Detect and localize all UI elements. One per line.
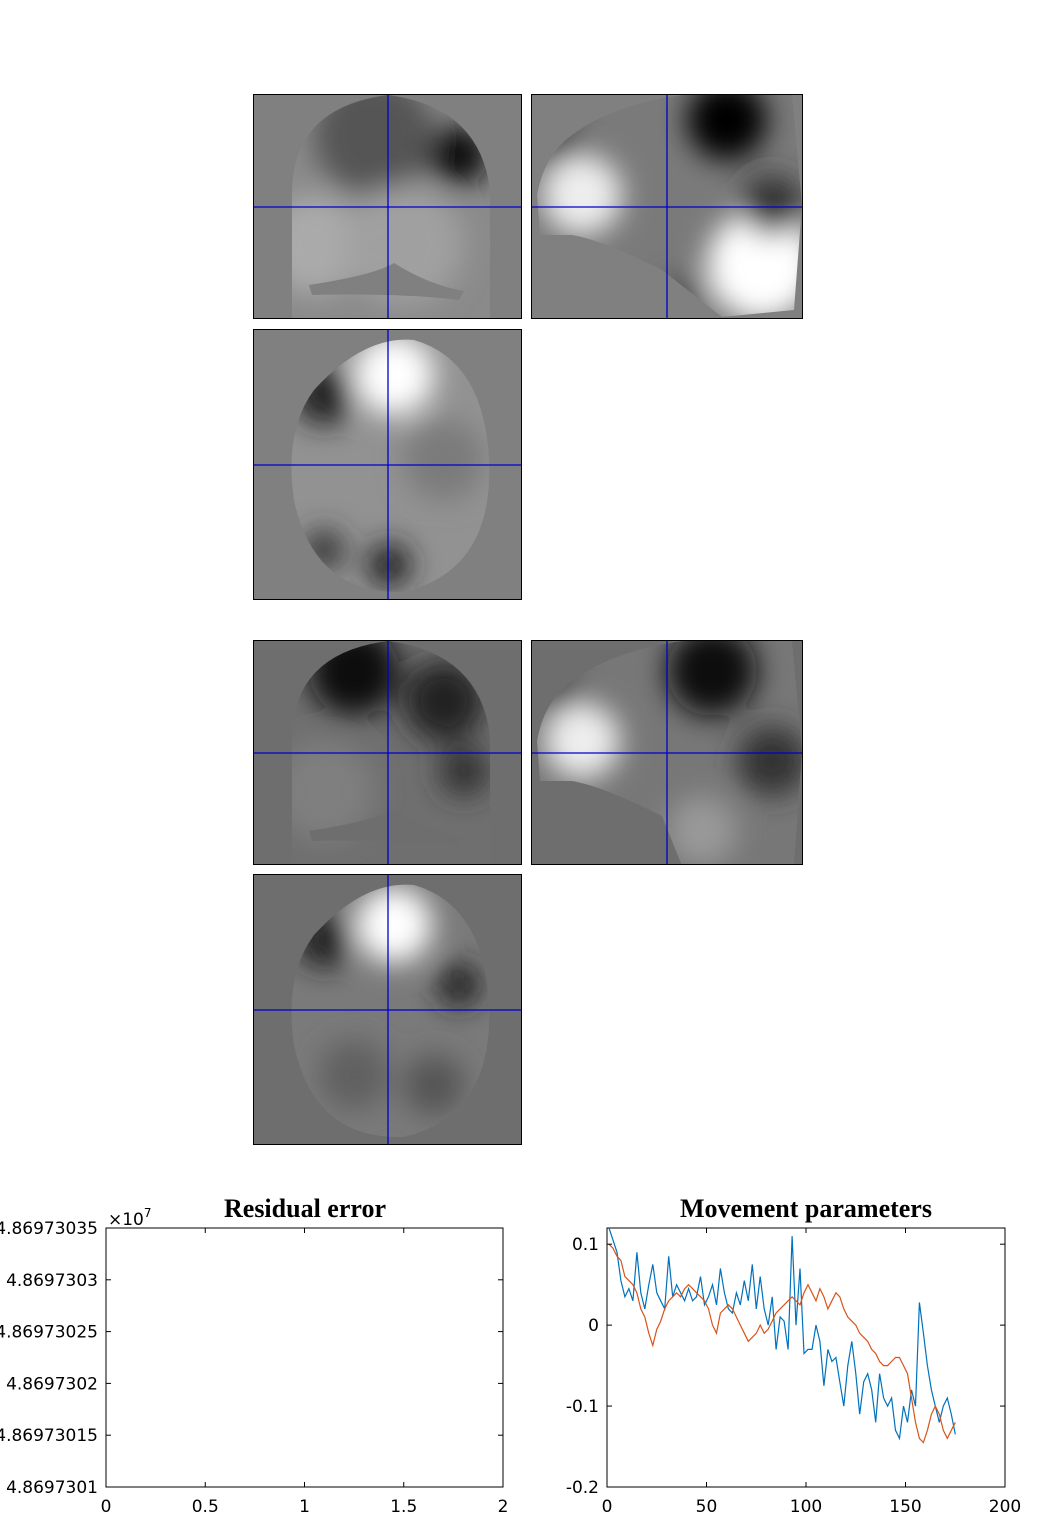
residual-plot-area (105, 1227, 504, 1488)
residual-y-tick-label: 4.8697303 (6, 1271, 98, 1291)
movement-plot-area (606, 1227, 1006, 1488)
slice-image (532, 641, 802, 864)
movement-parameters-chart: Movement parameters 0 50 100 150 200 -0.2 -0.1… (566, 1194, 1021, 1517)
residual-error-chart: Residual error ×107 0 0.5 1 1.5 2 4.8697301 4.… (0, 1194, 508, 1517)
brain-slice (291, 339, 490, 593)
residual-x-tick-label: 2 (498, 1497, 509, 1517)
residual-x-tick-label: 0 (101, 1497, 112, 1517)
image-panel-set1-axial (253, 329, 522, 600)
movement-x-tick-label: 100 (790, 1497, 822, 1517)
residual-y-tick-label: 4.86973035 (0, 1219, 98, 1239)
image-panel-set2-sagittal (531, 640, 803, 865)
image-panel-set1-coronal (253, 94, 522, 319)
slice-image (532, 95, 802, 318)
movement-series-param-2 (608, 1243, 956, 1444)
movement-y-tick-label: 0.1 (572, 1235, 599, 1255)
residual-x-tick-label: 1 (299, 1497, 310, 1517)
movement-y-tick-label: -0.2 (566, 1478, 599, 1498)
movement-x-tick-label: 50 (696, 1497, 718, 1517)
image-panel-set2-axial (253, 874, 522, 1145)
residual-y-multiplier: ×107 (108, 1206, 152, 1230)
image-panel-set1-sagittal (531, 94, 803, 319)
residual-x-tick-label: 1.5 (390, 1497, 417, 1517)
slice-image (254, 95, 521, 318)
residual-y-multiplier-base: ×10 (108, 1210, 144, 1230)
movement-x-tick-label: 200 (989, 1497, 1021, 1517)
residual-y-tick-label: 4.86973015 (0, 1426, 98, 1446)
slice-image (254, 330, 521, 599)
residual-y-tick-label: 4.8697302 (6, 1374, 98, 1394)
residual-chart-title: Residual error (224, 1194, 386, 1223)
residual-y-tick-label: 4.86973025 (0, 1323, 98, 1343)
slice-image (254, 875, 521, 1144)
residual-y-multiplier-exp: 7 (144, 1206, 152, 1220)
movement-y-tick-label: 0 (588, 1316, 599, 1336)
movement-x-tick-label: 0 (602, 1497, 613, 1517)
movement-x-tick-label: 150 (889, 1497, 921, 1517)
movement-chart-title: Movement parameters (680, 1194, 932, 1223)
movement-y-tick-label: -0.1 (566, 1397, 599, 1417)
image-panel-set2-coronal (253, 640, 522, 865)
brain-slice (291, 884, 490, 1138)
slice-image (254, 641, 521, 864)
residual-x-tick-label: 0.5 (192, 1497, 219, 1517)
residual-y-tick-label: 4.8697301 (6, 1478, 98, 1498)
movement-series-param-1 (608, 1227, 956, 1441)
